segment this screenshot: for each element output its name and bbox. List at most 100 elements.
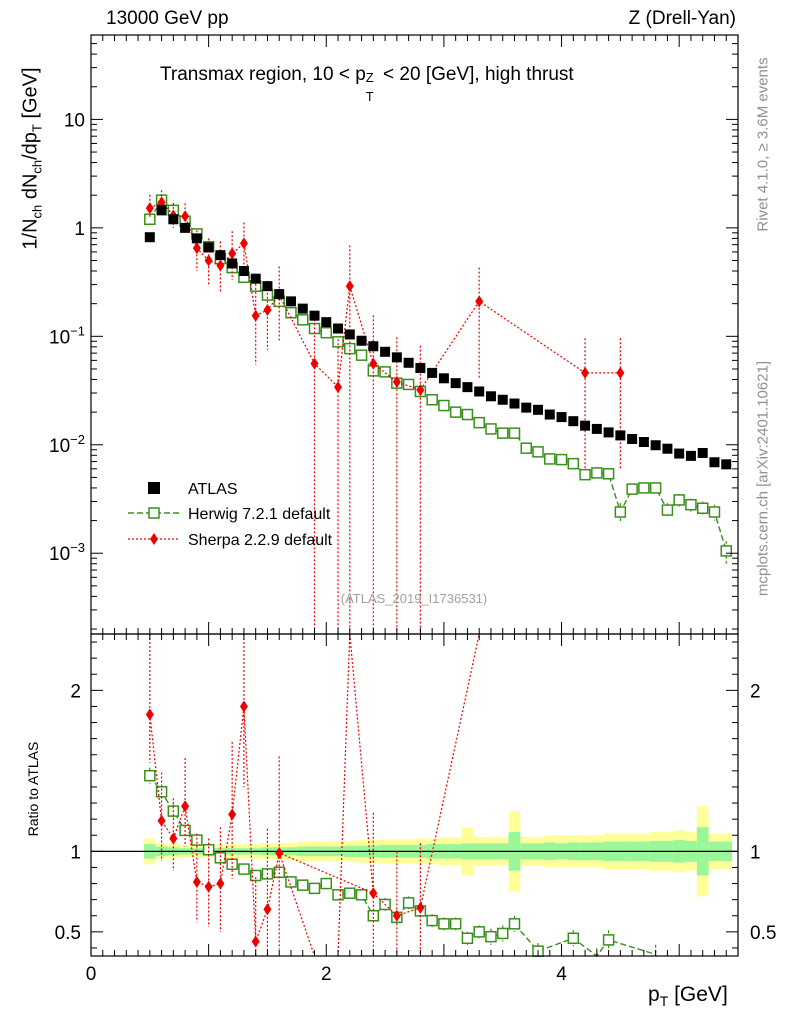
title-part-a: Transmax region, 10 < p <box>160 64 366 85</box>
atlas-data-point <box>450 378 461 389</box>
sherpa-main-point <box>392 375 401 388</box>
sherpa-ratio-point <box>192 875 201 888</box>
herwig-main-point <box>296 314 309 326</box>
sherpa-ratio-point <box>204 880 213 893</box>
ratio-y-tick-label-left: 0.5 <box>55 923 81 944</box>
herwig-main-point <box>532 446 544 458</box>
atlas-data-point <box>556 412 567 423</box>
atlas-data-point <box>603 427 614 438</box>
atlas-data-point <box>650 440 661 451</box>
atlas-data-point <box>309 310 320 321</box>
herwig-main-point <box>708 506 721 518</box>
atlas-data-point <box>544 409 555 420</box>
herwig-ratio-point <box>426 914 438 927</box>
atlas-data-point <box>333 323 344 334</box>
atlas-data-point <box>168 214 179 225</box>
atlas-data-point <box>521 402 532 413</box>
herwig-ratio-point <box>567 932 580 945</box>
atlas-data-point <box>250 273 261 284</box>
sherpa-ratio-point <box>392 909 401 922</box>
herwig-main-point <box>555 453 568 466</box>
sherpa-main-point <box>263 303 272 316</box>
sherpa-ratio-offscale-segment <box>419 633 480 908</box>
atlas-data-point <box>215 250 226 261</box>
atlas-data-point <box>721 459 732 470</box>
herwig-main-point <box>508 427 521 439</box>
herwig-ratio-point <box>249 869 262 882</box>
atlas-data-point <box>391 352 402 363</box>
herwig-main-point <box>285 306 297 319</box>
sherpa-main-point <box>181 210 190 223</box>
atlas-data-point <box>156 205 167 216</box>
sherpa-main-point <box>369 357 378 370</box>
herwig-ratio-point <box>320 877 333 890</box>
sherpa-main-point <box>192 242 201 255</box>
atlas-data-point <box>368 341 379 352</box>
atlas-data-point <box>497 394 508 405</box>
sherpa-main-point <box>251 309 260 322</box>
sherpa-main-line <box>149 201 621 391</box>
herwig-main-point <box>426 394 438 406</box>
sherpa-main-point <box>310 357 319 370</box>
herwig-ratio-point <box>496 927 509 940</box>
atlas-data-point <box>533 404 544 415</box>
atlas-data-point <box>568 416 579 427</box>
atlas-data-point <box>203 242 214 253</box>
sherpa-series <box>145 190 625 957</box>
ratio-x-tick-label: 0 <box>86 964 97 985</box>
title-sub: T <box>365 89 374 104</box>
sherpa-ratio-offscale-segment <box>278 852 316 957</box>
sherpa-main-point <box>475 295 484 308</box>
main-y-tick-label: 10−1 <box>49 323 85 348</box>
atlas-data-point <box>356 335 367 346</box>
atlas-data-point <box>227 258 238 269</box>
ratio-y-tick-label-left: 1 <box>70 842 81 863</box>
ratio-y-label: Ratio to ATLAS <box>25 741 41 837</box>
sherpa-ratio-point <box>228 808 237 821</box>
header-right: Z (Drell-Yan) <box>628 8 736 29</box>
ratio-y-tick-label-right: 1 <box>750 842 761 863</box>
legend-atlas-marker <box>148 482 160 494</box>
atlas-data-point <box>415 363 426 374</box>
herwig-ratio-point <box>355 889 368 901</box>
herwig-main-point <box>485 423 497 435</box>
atlas-data-point <box>238 266 249 277</box>
legend-entry-label: ATLAS <box>188 481 238 498</box>
sherpa-ratio-offscale-segment <box>337 633 351 957</box>
atlas-data-point <box>380 346 391 357</box>
atlas-series <box>144 205 732 470</box>
herwig-main-point <box>544 453 556 465</box>
herwig-ratio-point <box>296 879 309 891</box>
atlas-data-point <box>180 222 191 233</box>
sherpa-main-point <box>204 254 213 267</box>
legend-sherpa-marker <box>150 533 158 545</box>
herwig-main-point <box>591 467 603 479</box>
herwig-main-point <box>496 427 509 439</box>
sherpa-ratio-point <box>416 901 425 914</box>
herwig-main-point <box>355 349 368 361</box>
legend-entry-label: Sherpa 2.2.9 default <box>188 532 333 549</box>
herwig-ratio-point <box>202 843 215 856</box>
ratio-x-tick-label: 4 <box>556 964 567 985</box>
atlas-data-point <box>285 296 296 307</box>
atlas-data-point <box>591 423 602 434</box>
atlas-data-point <box>638 437 649 448</box>
axes: 10−3 10−2 10−1 1 10 0 2 4 0.5 0.5 1 1 2 2 <box>49 34 776 985</box>
atlas-data-point <box>509 398 520 409</box>
herwig-ratio-point <box>344 887 356 899</box>
herwig-ratio-point <box>308 882 321 895</box>
ratio-y-tick-label-right: 2 <box>750 681 761 702</box>
herwig-main-point <box>661 504 674 516</box>
atlas-data-point <box>485 391 496 402</box>
sherpa-ratio-point <box>181 800 190 813</box>
atlas-data-point <box>627 434 638 445</box>
sherpa-ratio-point <box>169 832 178 845</box>
herwig-main-point <box>438 399 450 412</box>
herwig-main-point <box>473 416 485 429</box>
sherpa-ratio-point <box>239 700 248 713</box>
atlas-data-point <box>144 232 155 243</box>
sherpa-ratio-point <box>145 708 154 721</box>
atlas-data-point <box>685 450 696 461</box>
legend: ATLAS Herwig 7.2.1 default Sherpa 2.2.9 de… <box>128 481 333 549</box>
